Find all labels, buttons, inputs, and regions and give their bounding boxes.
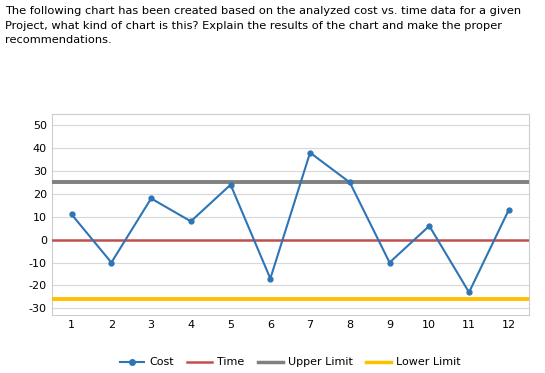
Text: recommendations.: recommendations. (5, 35, 112, 46)
Cost (506, 208, 512, 212)
Cost (307, 150, 313, 155)
Cost (187, 219, 194, 223)
Text: Project, what kind of chart is this? Explain the results of the chart and make t: Project, what kind of chart is this? Exp… (5, 21, 502, 31)
Cost (426, 224, 433, 228)
Line: Cost: Cost (69, 150, 511, 295)
Cost (386, 260, 393, 265)
Upper Limit (29, 180, 35, 185)
Legend: Cost, Time, Upper Limit, Lower Limit: Cost, Time, Upper Limit, Lower Limit (115, 353, 465, 372)
Cost (466, 290, 473, 295)
Cost (68, 212, 75, 217)
Cost (227, 182, 234, 187)
Time (68, 238, 75, 242)
Time (29, 238, 35, 242)
Cost (347, 180, 353, 185)
Text: The following chart has been created based on the analyzed cost vs. time data fo: The following chart has been created bas… (5, 6, 522, 16)
Lower Limit (68, 297, 75, 301)
Upper Limit (68, 180, 75, 185)
Cost (267, 276, 274, 281)
Cost (148, 196, 154, 201)
Lower Limit (29, 297, 35, 301)
Cost (108, 260, 114, 265)
